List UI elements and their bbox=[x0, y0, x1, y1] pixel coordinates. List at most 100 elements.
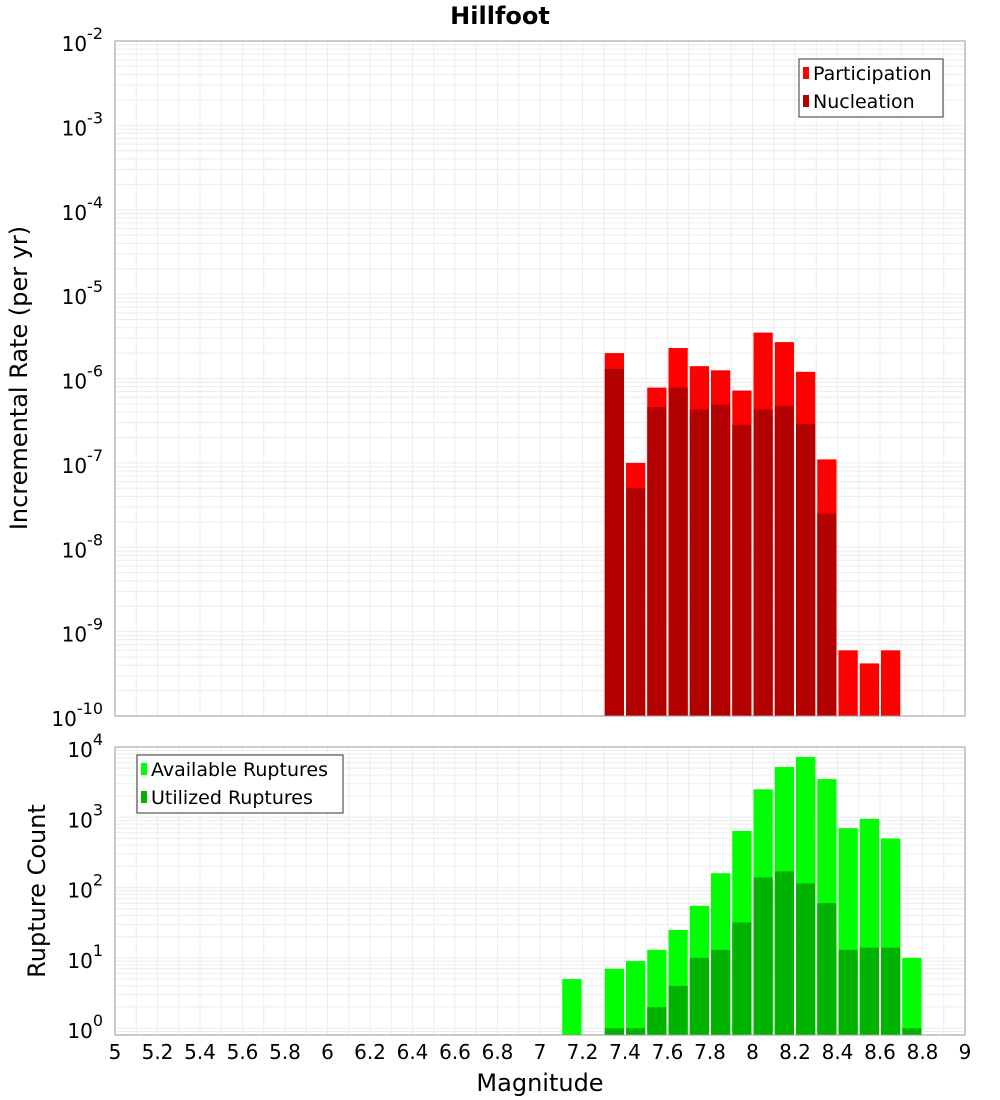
x-tick-label: 9 bbox=[959, 1040, 972, 1064]
y-tick-exponent: -5 bbox=[87, 277, 103, 296]
x-tick-label: 8.6 bbox=[864, 1040, 896, 1064]
y-tick-exponent: -3 bbox=[87, 108, 103, 127]
x-tick-label: 7.4 bbox=[609, 1040, 641, 1064]
x-tick-label: 6 bbox=[321, 1040, 334, 1064]
y-tick-base: 10 bbox=[67, 949, 92, 973]
bar bbox=[689, 957, 709, 1035]
y-tick-base: 10 bbox=[62, 370, 87, 394]
y-tick-exponent: -6 bbox=[87, 362, 103, 381]
y-tick-label: 10-8 bbox=[62, 530, 103, 562]
legend: Available Ruptures Utilized Ruptures bbox=[136, 754, 344, 814]
chart-title: Hillfoot bbox=[450, 2, 550, 30]
rate-panel: 10-1010-910-810-710-610-510-410-310-2Par… bbox=[51, 24, 966, 731]
bar bbox=[838, 650, 858, 716]
top-y-axis-label: Incremental Rate (per yr) bbox=[5, 226, 33, 530]
y-tick-label: 10-2 bbox=[62, 24, 103, 56]
bar bbox=[626, 488, 646, 716]
legend-entry: Participation bbox=[813, 63, 932, 85]
legend-entry: Utilized Ruptures bbox=[151, 787, 313, 809]
bar bbox=[647, 1007, 667, 1035]
y-tick-base: 10 bbox=[62, 454, 87, 478]
bar bbox=[817, 903, 837, 1035]
plot-frame bbox=[114, 746, 966, 1036]
y-tick-exponent: 1 bbox=[93, 941, 103, 960]
y-tick-exponent: 3 bbox=[93, 800, 103, 819]
x-tick-label: 8.8 bbox=[907, 1040, 939, 1064]
bar bbox=[604, 968, 624, 1035]
bar bbox=[796, 883, 816, 1035]
bar bbox=[626, 1028, 646, 1035]
y-tick-base: 10 bbox=[67, 808, 92, 832]
bar bbox=[732, 425, 752, 716]
bar bbox=[774, 871, 794, 1035]
y-tick-label: 10-4 bbox=[62, 193, 103, 225]
series-nucleation bbox=[604, 368, 837, 716]
y-tick-base: 10 bbox=[62, 538, 87, 562]
bar bbox=[604, 368, 624, 716]
bar bbox=[774, 406, 794, 716]
x-tick-label: 8.4 bbox=[822, 1040, 854, 1064]
legend: Participation Nucleation bbox=[798, 58, 944, 118]
y-tick-label: 10-9 bbox=[62, 615, 103, 647]
series-utilized-ruptures bbox=[604, 871, 922, 1035]
y-tick-exponent: -2 bbox=[87, 24, 103, 43]
x-tick-label: 5.6 bbox=[227, 1040, 259, 1064]
y-tick-exponent: -9 bbox=[87, 615, 103, 634]
x-tick-label: 7.6 bbox=[652, 1040, 684, 1064]
bar bbox=[817, 513, 837, 716]
y-tick-exponent: 0 bbox=[93, 1011, 103, 1030]
legend-entry: Nucleation bbox=[813, 91, 915, 113]
legend-box bbox=[136, 754, 344, 814]
y-tick-label: 102 bbox=[67, 871, 103, 903]
bar bbox=[881, 650, 901, 716]
bar bbox=[838, 949, 858, 1035]
x-tick-label: 7 bbox=[534, 1040, 547, 1064]
y-tick-base: 10 bbox=[67, 879, 92, 903]
y-tick-exponent: -8 bbox=[87, 530, 103, 549]
bottom-y-axis-label: Rupture Count bbox=[23, 804, 51, 978]
bar bbox=[711, 949, 731, 1035]
grid-lines bbox=[114, 41, 966, 717]
legend-entry: Available Ruptures bbox=[151, 759, 328, 781]
y-tick-base: 10 bbox=[67, 1019, 92, 1043]
x-tick-label: 5 bbox=[109, 1040, 122, 1064]
y-tick-exponent: -4 bbox=[87, 193, 103, 212]
x-tick-label: 6.4 bbox=[397, 1040, 429, 1064]
x-tick-label: 6.2 bbox=[354, 1040, 386, 1064]
x-tick-label: 6.6 bbox=[439, 1040, 471, 1064]
bar bbox=[689, 409, 709, 716]
bar bbox=[711, 404, 731, 716]
bar bbox=[859, 663, 879, 716]
y-tick-exponent: -10 bbox=[77, 699, 103, 718]
legend-swatch bbox=[141, 791, 147, 803]
x-axis-label: Magnitude bbox=[476, 1069, 603, 1097]
y-tick-exponent: 2 bbox=[93, 871, 103, 890]
y-tick-label: 103 bbox=[67, 800, 103, 832]
bar bbox=[753, 409, 773, 716]
bar bbox=[668, 387, 688, 716]
y-tick-exponent: -7 bbox=[87, 446, 103, 465]
bar bbox=[647, 406, 667, 716]
x-tick-label: 7.8 bbox=[694, 1040, 726, 1064]
y-tick-label: 100 bbox=[67, 1011, 103, 1043]
x-tick-label: 8.2 bbox=[779, 1040, 811, 1064]
legend-swatch bbox=[803, 95, 809, 107]
y-tick-label: 101 bbox=[67, 941, 103, 973]
y-tick-label: 10-7 bbox=[62, 446, 103, 478]
x-tick-label: 6.8 bbox=[482, 1040, 514, 1064]
y-tick-base: 10 bbox=[62, 623, 87, 647]
y-tick-base: 10 bbox=[62, 116, 87, 140]
x-tick-label: 5.2 bbox=[142, 1040, 174, 1064]
y-tick-label: 10-10 bbox=[51, 699, 103, 731]
plot-frame bbox=[114, 40, 966, 717]
bar bbox=[881, 947, 901, 1035]
bar bbox=[859, 947, 879, 1035]
y-tick-base: 10 bbox=[62, 285, 87, 309]
x-tick-label: 8 bbox=[746, 1040, 759, 1064]
y-tick-exponent: 4 bbox=[93, 730, 103, 749]
y-tick-label: 10-3 bbox=[62, 108, 103, 140]
bar bbox=[902, 957, 922, 1035]
bar bbox=[626, 961, 646, 1035]
